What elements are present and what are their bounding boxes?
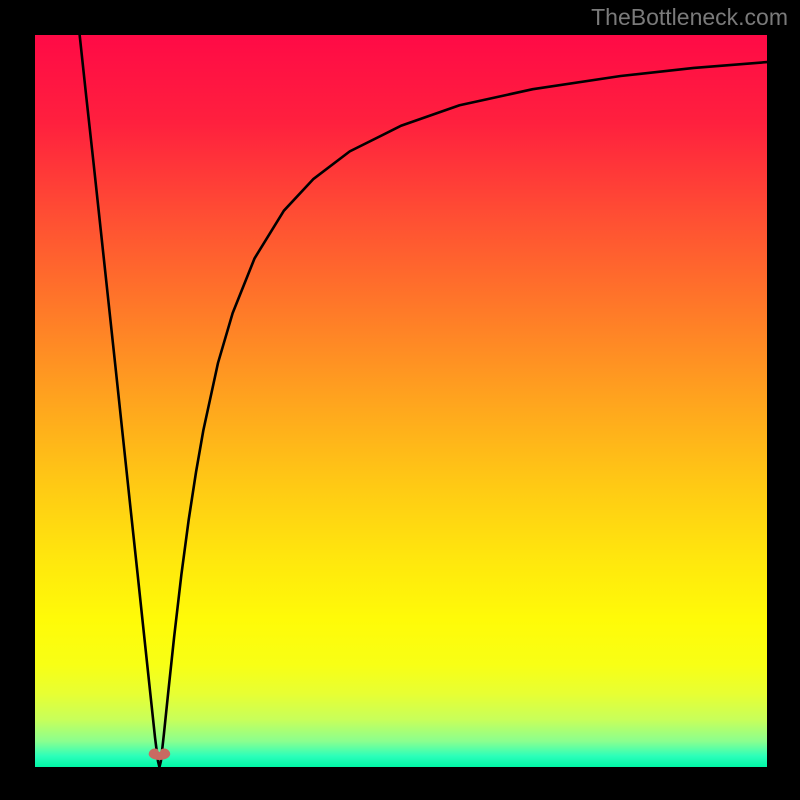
plot-background bbox=[35, 35, 767, 767]
watermark-text: TheBottleneck.com bbox=[591, 4, 788, 31]
chart-stage: TheBottleneck.com bbox=[0, 0, 800, 800]
bottleneck-chart bbox=[0, 0, 800, 800]
